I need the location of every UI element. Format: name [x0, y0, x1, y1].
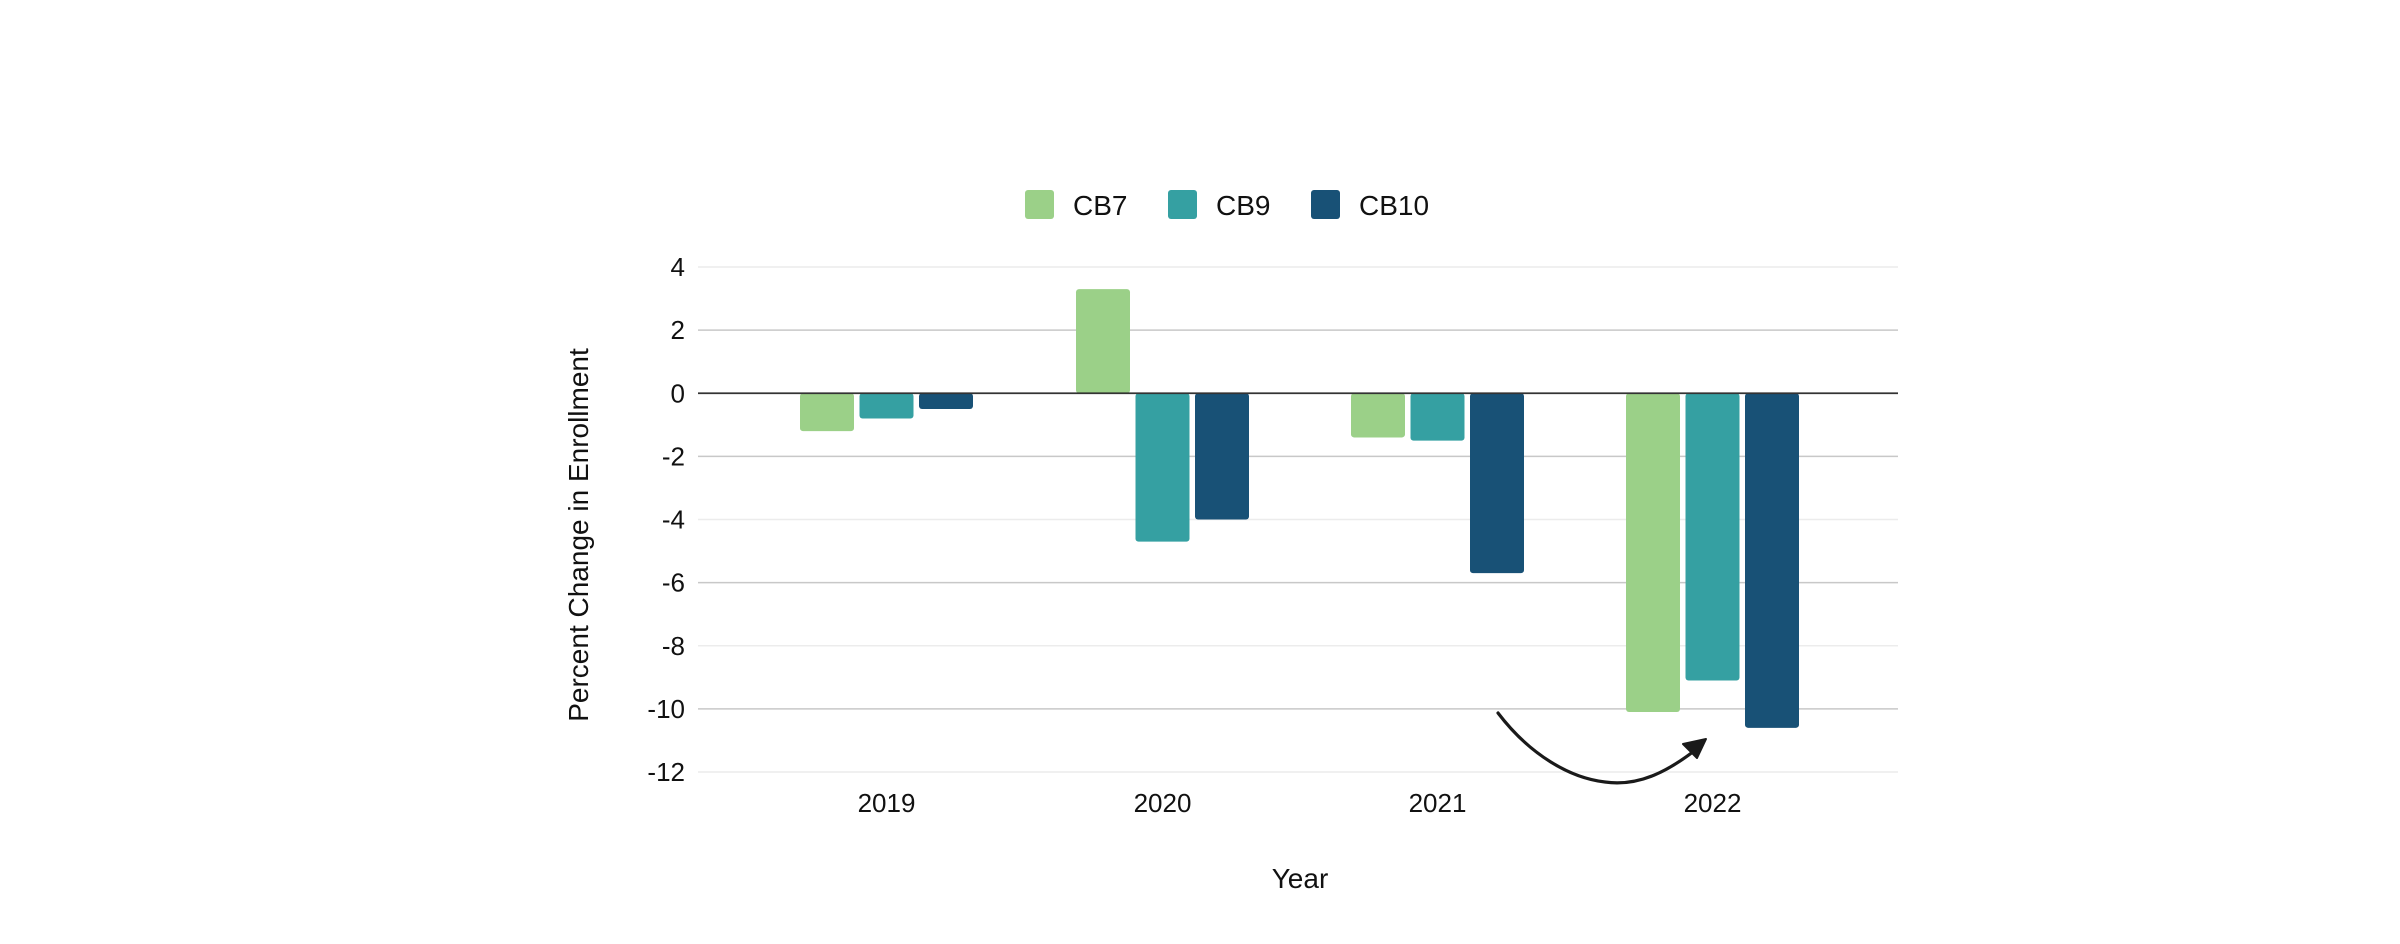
legend-item-cb7[interactable]: CB7 [1025, 190, 1127, 221]
bars [800, 289, 1799, 728]
y-tick-label: -4 [662, 505, 685, 535]
y-axis-title: Percent Change in Enrollment [563, 348, 594, 722]
y-tick-label: -2 [662, 441, 685, 471]
bar-cb7-2019[interactable] [800, 393, 854, 432]
y-tick-label: 4 [671, 252, 685, 282]
legend-label: CB7 [1073, 190, 1127, 221]
legend[interactable]: CB7 CB9 CB10 [1025, 190, 1429, 221]
x-tick-label: 2019 [858, 788, 916, 818]
legend-item-cb9[interactable]: CB9 [1168, 190, 1270, 221]
bar-cb10-2022[interactable] [1745, 393, 1799, 728]
x-axis-title: Year [1272, 863, 1329, 894]
legend-swatch [1168, 190, 1197, 219]
bar-cb9-2020[interactable] [1135, 393, 1190, 542]
legend-swatch [1025, 190, 1054, 219]
annotation-arrow [1496, 711, 1707, 785]
annotation-arrow-head [1682, 738, 1707, 759]
bar-cb7-2022[interactable] [1626, 393, 1680, 713]
y-tick-label: -8 [662, 631, 685, 661]
x-tick-label: 2020 [1134, 788, 1192, 818]
bar-cb7-2021[interactable] [1351, 393, 1405, 438]
x-tick-labels: 2019 2020 2021 2022 [858, 788, 1742, 818]
bar-cb7-2020[interactable] [1076, 289, 1130, 394]
bar-cb10-2019[interactable] [919, 393, 973, 410]
legend-swatch [1311, 190, 1340, 219]
legend-label: CB9 [1216, 190, 1270, 221]
x-tick-label: 2021 [1409, 788, 1467, 818]
annotation-arrow-curve [1496, 711, 1700, 785]
y-tick-label: 2 [671, 315, 685, 345]
y-tick-label: -10 [647, 694, 685, 724]
legend-label: CB10 [1359, 190, 1429, 221]
y-tick-labels: 4 2 0 -2 -4 -6 -8 -10 -12 [647, 252, 685, 787]
bar-cb9-2021[interactable] [1410, 393, 1465, 441]
bar-cb10-2021[interactable] [1470, 393, 1524, 574]
bar-cb9-2019[interactable] [859, 393, 914, 419]
y-tick-label: -6 [662, 568, 685, 598]
x-tick-label: 2022 [1684, 788, 1742, 818]
y-tick-label: -12 [647, 757, 685, 787]
legend-item-cb10[interactable]: CB10 [1311, 190, 1429, 221]
bar-cb10-2020[interactable] [1195, 393, 1249, 520]
bar-cb9-2022[interactable] [1685, 393, 1740, 681]
y-tick-label: 0 [671, 378, 685, 408]
